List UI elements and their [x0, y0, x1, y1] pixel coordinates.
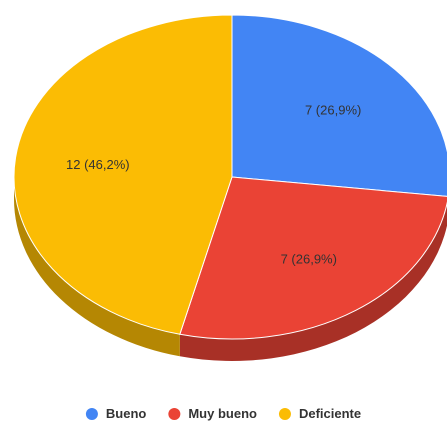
slice-label-bueno: 7 (26,9%)	[305, 102, 361, 117]
legend-marker	[168, 408, 181, 420]
pie-depth-deficiente	[14, 177, 180, 357]
legend-label: Deficiente	[299, 406, 361, 421]
pie-slices	[13, 14, 447, 340]
pie-depth-muy-bueno	[179, 203, 447, 361]
legend-label: Bueno	[106, 406, 147, 421]
slice-label-deficiente: 12 (46,2%)	[66, 157, 130, 172]
pie-slice-bueno[interactable]	[231, 14, 447, 197]
pie-slice-muy-bueno[interactable]	[179, 176, 447, 340]
slice-label-muy-bueno: 7 (26,9%)	[281, 252, 337, 267]
legend-marker	[85, 408, 98, 420]
legend-label: Muy bueno	[188, 406, 257, 421]
legend-item-muy-bueno[interactable]: Muy bueno	[168, 406, 257, 421]
legend-marker	[278, 408, 291, 420]
legend: Bueno Muy bueno Deficiente	[85, 406, 361, 421]
pie-slice-deficiente[interactable]	[13, 14, 233, 335]
legend-item-bueno[interactable]: Bueno	[85, 406, 147, 421]
pie-depth	[14, 177, 447, 361]
legend-item-deficiente[interactable]: Deficiente	[278, 406, 361, 421]
slice-labels: 7 (26,9%) 7 (26,9%) 12 (46,2%)	[66, 102, 361, 266]
